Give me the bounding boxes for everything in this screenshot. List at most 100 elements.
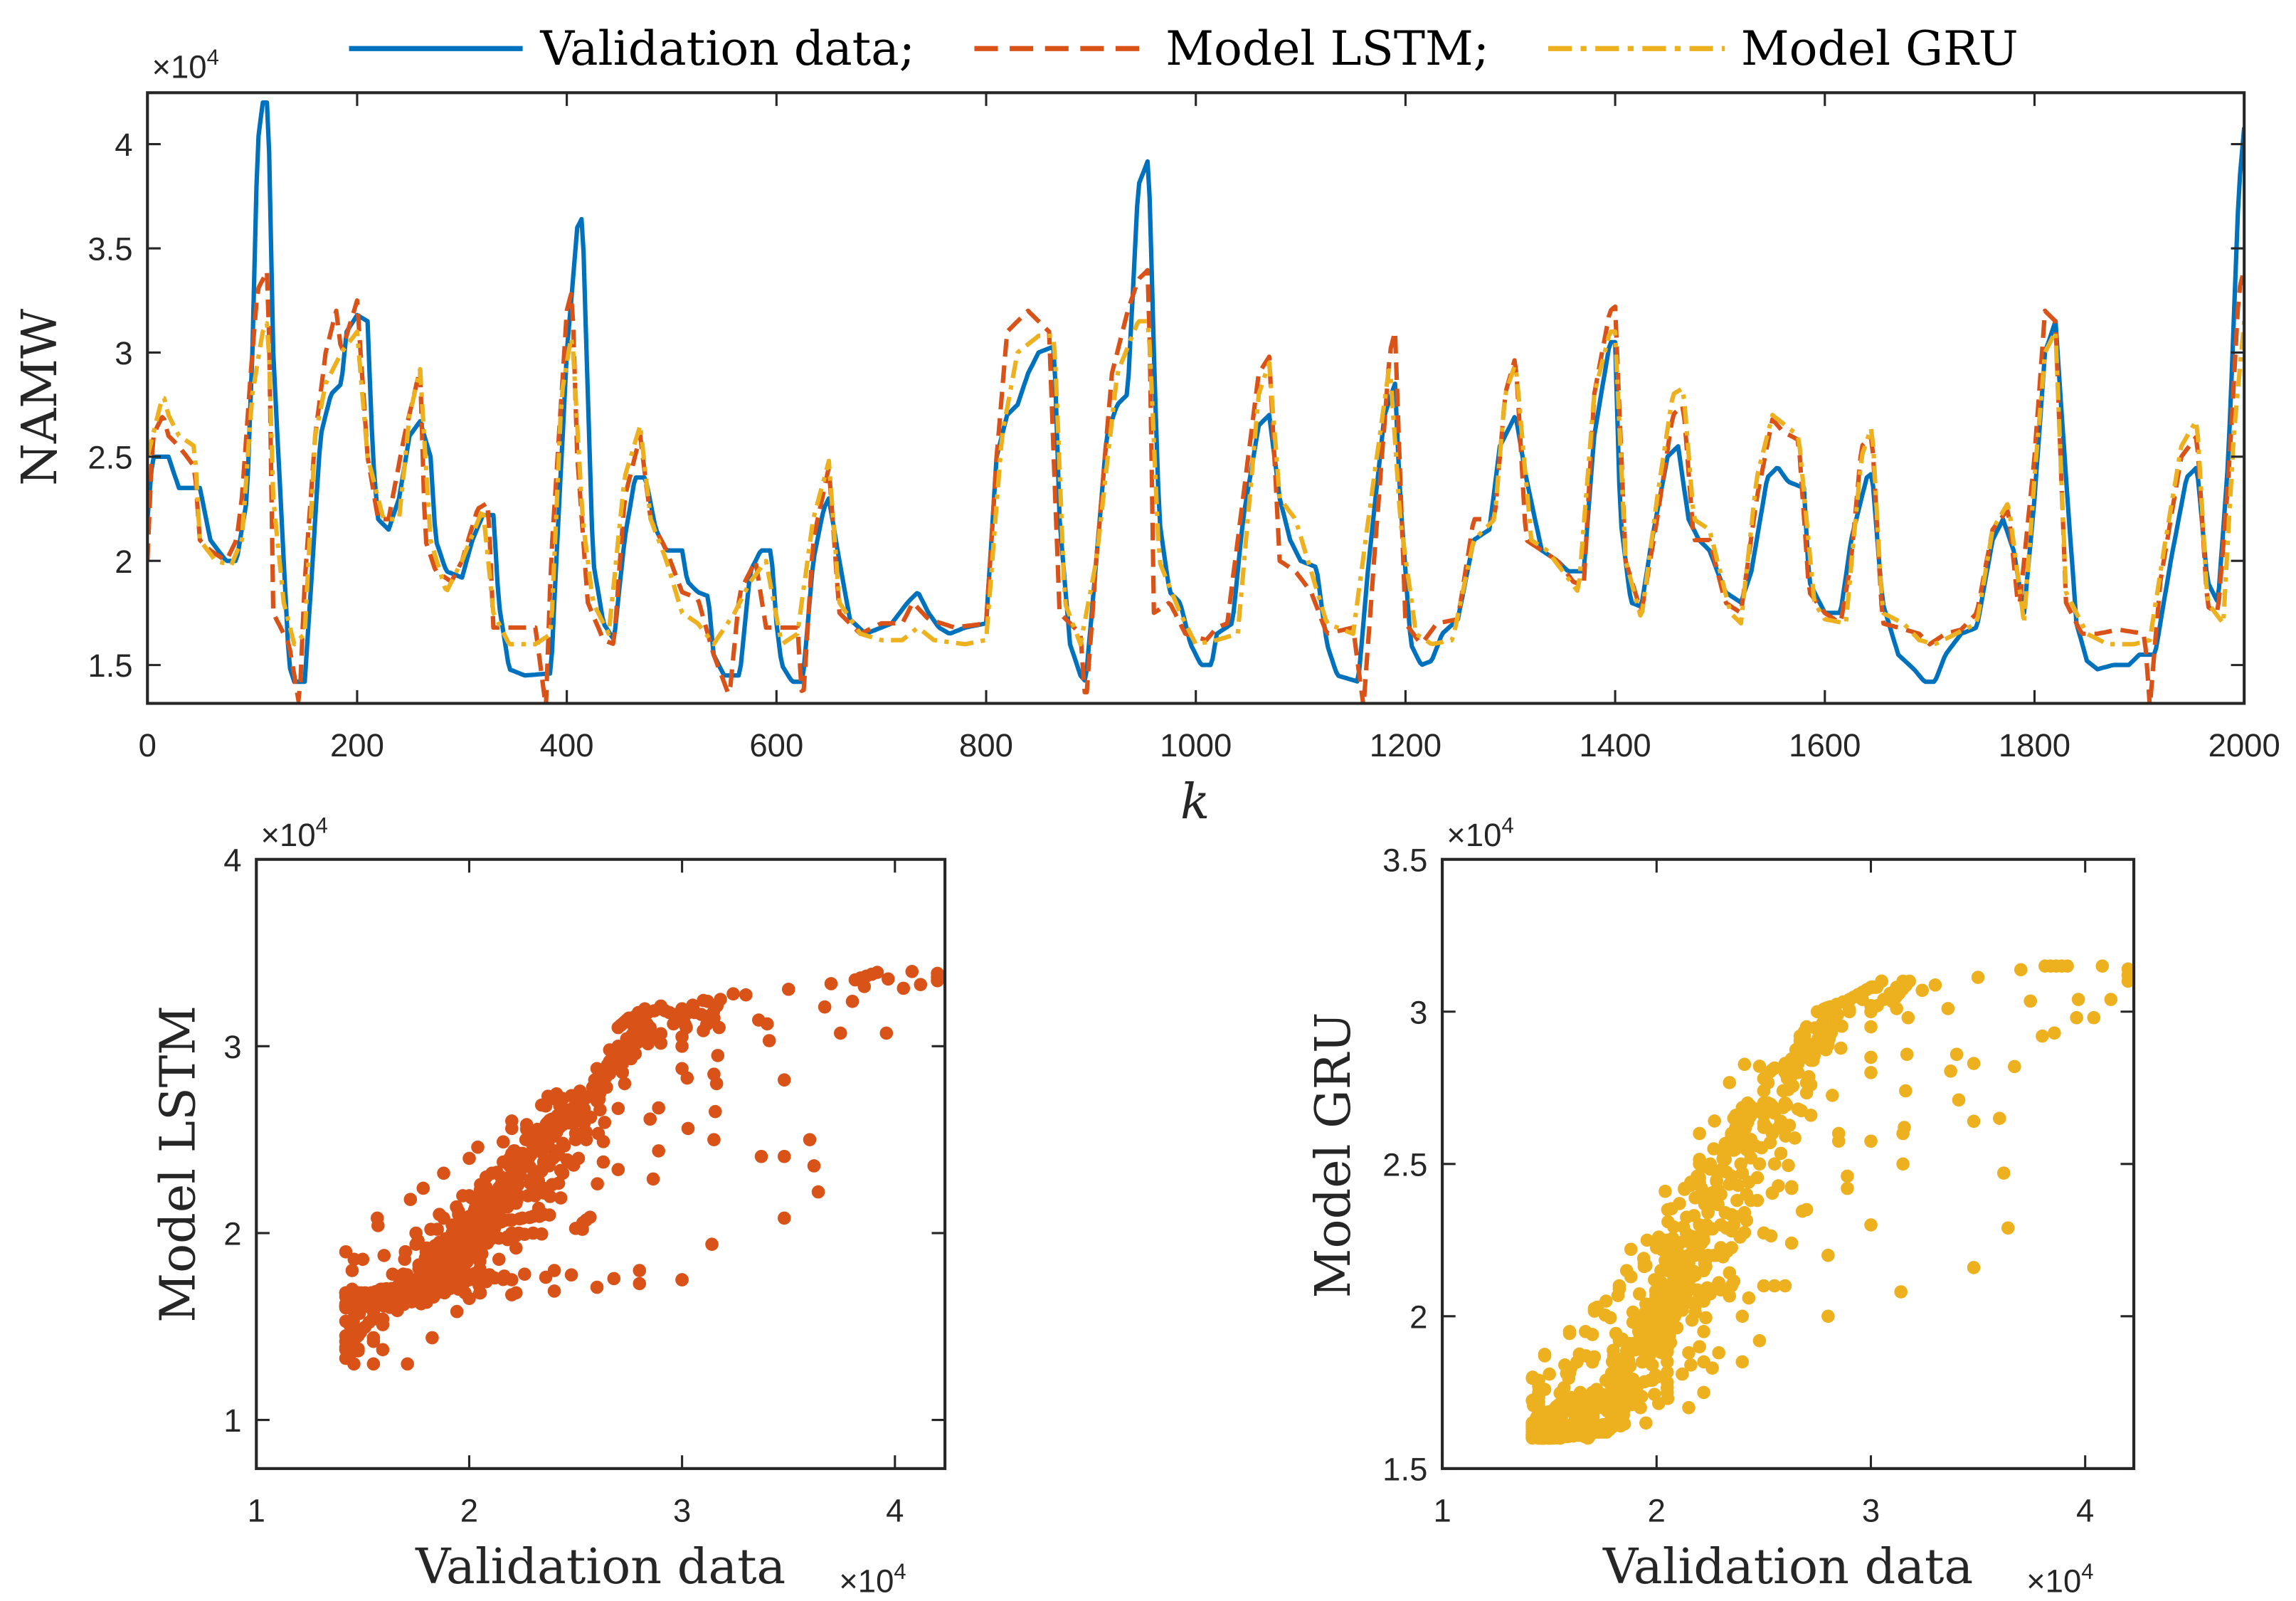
scatter-point <box>679 1020 693 1035</box>
scatter-point <box>1992 1111 2006 1125</box>
scatter-point <box>422 1245 435 1259</box>
scatter-point <box>628 1047 642 1061</box>
y-tick-label: 4 <box>115 127 132 163</box>
plot-frame <box>146 91 2246 705</box>
scatter-point <box>1776 1084 1790 1098</box>
y-axis-label: Model GRU <box>1306 1012 1362 1298</box>
scatter-point <box>401 1357 414 1371</box>
scatter-point <box>1680 1210 1693 1224</box>
scatter-point <box>879 1026 894 1040</box>
scatter-point <box>1791 1053 1805 1067</box>
series-line-model-gru <box>147 319 2245 647</box>
scatter-point <box>1661 1215 1675 1229</box>
scatter-point <box>2121 962 2135 976</box>
scatter-point <box>1899 1084 1913 1098</box>
scatter-point <box>881 972 895 986</box>
scatter-point <box>1996 1166 2011 1180</box>
scatter-point <box>2060 959 2074 973</box>
scatter-point <box>414 1296 428 1311</box>
scatter-point <box>373 1290 387 1304</box>
scatter-point <box>485 1166 499 1180</box>
time-series-axes: ×104 NAMW k 0 200 400 600 800 1000 1200 1400 160… <box>12 45 2280 830</box>
scatter-point <box>1710 1279 1724 1293</box>
series-line-model-lstm <box>147 268 2245 704</box>
x-tick-label: 2 <box>460 1492 478 1528</box>
scatter-point <box>422 1272 435 1286</box>
scatter-point <box>1900 1047 1914 1062</box>
scatter-point <box>1526 1393 1540 1407</box>
scatter-point <box>1782 1158 1795 1173</box>
scatter-point <box>448 1228 462 1242</box>
scatter-point <box>1834 1041 1848 1055</box>
scatter-point <box>1745 1136 1760 1151</box>
scatter-point <box>931 966 944 981</box>
scatter-point <box>1797 1025 1811 1038</box>
y-tick-label: 1.5 <box>88 648 132 684</box>
x-tick-label: 1 <box>248 1492 265 1528</box>
scatter-point <box>1799 1203 1814 1217</box>
scatter-point <box>524 1188 538 1202</box>
scatter-point <box>496 1155 510 1169</box>
scatter-point <box>1644 1316 1657 1329</box>
scatter-point <box>564 1089 578 1103</box>
scatter-point <box>1723 1076 1737 1089</box>
scatter-point <box>1619 1358 1634 1372</box>
scatter-point <box>398 1245 413 1259</box>
scatter-point <box>1779 1098 1794 1112</box>
scatter-point <box>1734 1157 1748 1171</box>
scatter-point <box>1609 1388 1623 1402</box>
scatter-points <box>339 964 944 1371</box>
scatter-point <box>1757 1226 1771 1240</box>
y-multiplier: ×104 <box>1446 813 1513 853</box>
scatter-point <box>596 1155 610 1169</box>
scatter-point <box>1735 1129 1748 1143</box>
scatter-point <box>675 1273 689 1286</box>
scatter-point <box>1684 1358 1698 1372</box>
scatter-point <box>403 1193 418 1206</box>
scatter-point <box>566 1158 581 1172</box>
scatter-point <box>1667 1259 1681 1274</box>
y-tick-label: 3 <box>1409 994 1427 1030</box>
scatter-point <box>557 1139 571 1153</box>
scatter-point <box>603 1067 617 1081</box>
scatter-point <box>1778 1066 1792 1079</box>
scatter-point <box>450 1304 464 1319</box>
scatter-point <box>509 1241 523 1255</box>
scatter-point <box>512 1212 527 1226</box>
scatter-point <box>586 1080 600 1094</box>
scatter-point <box>777 1211 791 1225</box>
scatter-point <box>1752 1333 1767 1348</box>
scatter-point <box>707 1011 721 1025</box>
scatter-point <box>1750 1193 1765 1208</box>
scatter-point <box>1596 1417 1610 1432</box>
scatter-point <box>1635 1330 1649 1344</box>
scatter-point <box>416 1181 430 1195</box>
scatter-point <box>1864 1066 1878 1079</box>
scatter-point <box>1626 1305 1640 1319</box>
scatter-point <box>1700 1218 1713 1232</box>
scatter-point <box>351 1344 365 1358</box>
scatter-point <box>1640 1343 1654 1358</box>
scatter-point <box>472 1279 486 1292</box>
scatter-point <box>1695 1181 1708 1195</box>
scatter-point <box>1617 1417 1631 1431</box>
scatter-point <box>1767 1157 1782 1171</box>
x-tick-label: 1000 <box>1160 727 1232 763</box>
x-tick-label: 1800 <box>1999 727 2070 763</box>
scatter-point <box>1759 1096 1773 1110</box>
x-tick-label: 0 <box>139 727 157 763</box>
x-multiplier: ×104 <box>2026 1559 2093 1600</box>
scatter-point <box>643 1112 657 1126</box>
scatter-point <box>437 1211 450 1225</box>
scatter-point <box>1744 1151 1758 1165</box>
scatter-point <box>486 1189 499 1203</box>
scatter-point <box>462 1151 476 1166</box>
scatter-point <box>1682 1346 1695 1360</box>
scatter-point <box>391 1304 404 1318</box>
legend-label-validation: Validation data; <box>539 21 915 76</box>
scatter-point <box>554 1163 568 1178</box>
scatter-point <box>538 1158 551 1173</box>
scatter-point <box>1634 1400 1647 1415</box>
scatter-point <box>667 1017 680 1031</box>
scatter-point <box>675 1062 689 1076</box>
